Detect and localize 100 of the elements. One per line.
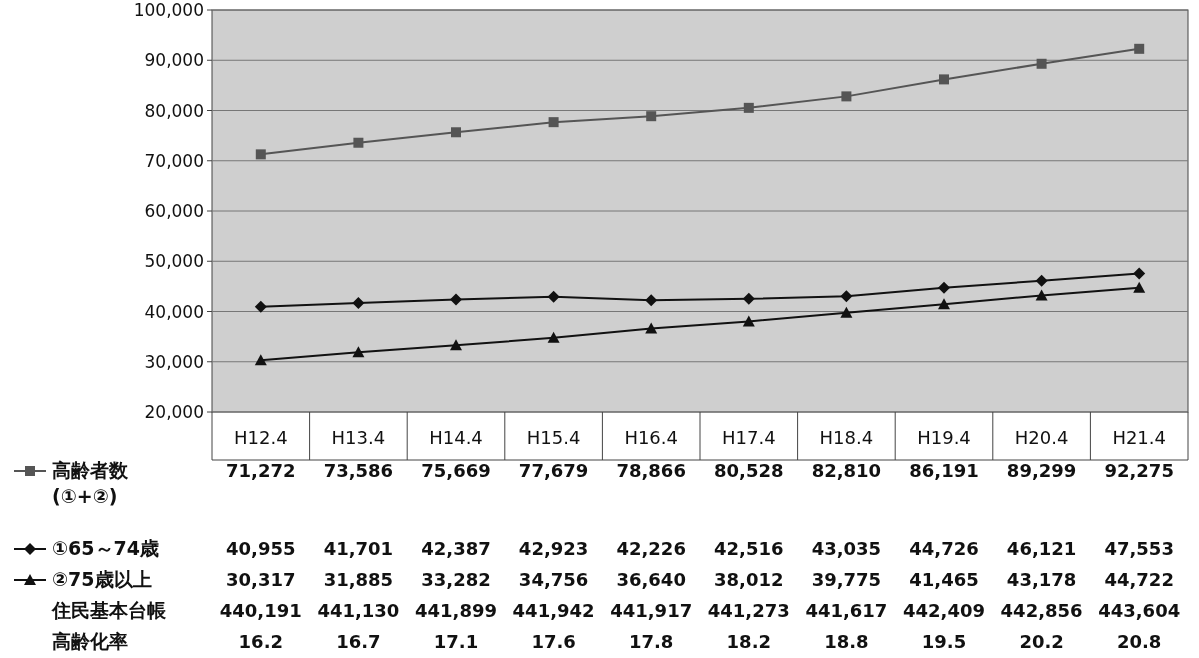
text: 443,604 [1098, 600, 1181, 621]
text: 17.1 [433, 631, 479, 652]
data-label: 36,640 [616, 569, 686, 590]
data-label: 77,679 [518, 460, 589, 481]
data-label: 73,586 [323, 460, 394, 481]
data-label: 92,275 [1104, 460, 1174, 481]
point [645, 294, 658, 307]
point [1133, 267, 1146, 280]
y-tick-label: 50,000 [144, 251, 204, 272]
point [646, 111, 657, 122]
y-tick-label: 80,000 [144, 100, 204, 121]
y-tick-label: 100,000 [133, 0, 204, 20]
data-label: 41,701 [323, 538, 394, 559]
data-label: 42,923 [518, 538, 589, 559]
x-tick-label: H12.4 [233, 427, 288, 448]
data-label: 39,775 [811, 569, 882, 590]
point [743, 102, 754, 113]
point [938, 281, 950, 294]
text: 18.2 [726, 631, 772, 652]
point [840, 306, 853, 318]
text: 442,409 [903, 600, 985, 621]
point [254, 300, 267, 313]
data-label: 40,955 [226, 538, 296, 559]
data-label: 31,885 [323, 569, 394, 590]
x-tick-label: H16.4 [624, 427, 679, 448]
text: 442,856 [1000, 600, 1083, 621]
data-label: 44,722 [1104, 569, 1174, 590]
data-label: 71,272 [226, 460, 296, 481]
data-label: 33,282 [421, 569, 491, 590]
text: 19.5 [921, 631, 967, 652]
point [254, 354, 267, 366]
point [939, 74, 949, 85]
y-tick-label: 60,000 [144, 201, 204, 221]
point [450, 293, 462, 306]
point [1134, 43, 1145, 54]
point [1133, 281, 1146, 293]
data-label: 75,669 [421, 460, 491, 481]
point [450, 339, 462, 351]
y-tick-label: 70,000 [144, 150, 204, 171]
x-tick-label: H17.4 [721, 427, 776, 448]
y-tick-label: 30,000 [144, 351, 204, 372]
y-tick-label: 40,000 [144, 301, 204, 322]
data-label: 47,553 [1104, 538, 1174, 559]
point [352, 346, 365, 358]
text: 441,130 [317, 600, 400, 621]
text: 20.8 [1116, 631, 1162, 652]
point [841, 91, 852, 102]
data-label: 80,528 [714, 460, 784, 481]
legend-label: ②75歳以上 [52, 568, 152, 590]
data-label: 82,810 [811, 460, 882, 481]
point [352, 296, 365, 309]
data-label: 30,317 [226, 569, 296, 590]
point [840, 290, 853, 303]
x-tick-label: H19.4 [917, 427, 971, 448]
text: 441,273 [707, 600, 790, 621]
x-tick-label: H14.4 [429, 427, 483, 448]
data-label: 43,178 [1006, 569, 1077, 590]
point [353, 137, 364, 148]
x-tick-label: H18.4 [819, 427, 874, 448]
data-label: 46,121 [1006, 538, 1077, 559]
text: 441,617 [805, 600, 888, 621]
point [1035, 274, 1048, 287]
x-tick-label: H15.4 [526, 427, 581, 448]
data-label: 42,387 [421, 538, 491, 559]
point [645, 322, 658, 334]
text: 高齢化率 [52, 630, 128, 652]
point [451, 127, 461, 138]
x-tick-label: H13.4 [331, 427, 386, 448]
data-label: 42,226 [616, 538, 686, 559]
point [1035, 289, 1048, 301]
data-label: 78,866 [616, 460, 686, 481]
text: 18.8 [824, 631, 869, 652]
x-tick-label: H20.4 [1014, 427, 1069, 448]
point [255, 149, 266, 160]
legend-label: 高齢者数 (①+②) [52, 459, 129, 507]
data-label: 86,191 [909, 460, 979, 481]
point [742, 292, 755, 305]
point [742, 315, 755, 327]
point [548, 117, 559, 128]
data-label: 41,465 [909, 569, 979, 590]
x-tick-label: H21.4 [1112, 427, 1167, 448]
text: 住民基本台帳 [51, 599, 167, 621]
text: 441,917 [610, 600, 693, 621]
text: 441,942 [512, 600, 595, 621]
text: 20.2 [1019, 631, 1064, 652]
text: 16.7 [336, 631, 381, 652]
data-label: 38,012 [714, 569, 784, 590]
point [1036, 58, 1047, 69]
text: 17.8 [628, 631, 674, 652]
legend-label: ①65～74歳 [52, 537, 159, 559]
data-label: 34,756 [518, 569, 589, 590]
point [547, 331, 560, 343]
data-label: 42,516 [714, 538, 784, 559]
text: 16.2 [238, 631, 284, 652]
y-tick-label: 20,000 [144, 402, 204, 422]
y-tick-label: 90,000 [144, 50, 204, 71]
point [938, 298, 950, 310]
data-label: 43,035 [811, 538, 882, 559]
text: 17.6 [531, 631, 576, 652]
data-label: 44,726 [909, 538, 979, 559]
